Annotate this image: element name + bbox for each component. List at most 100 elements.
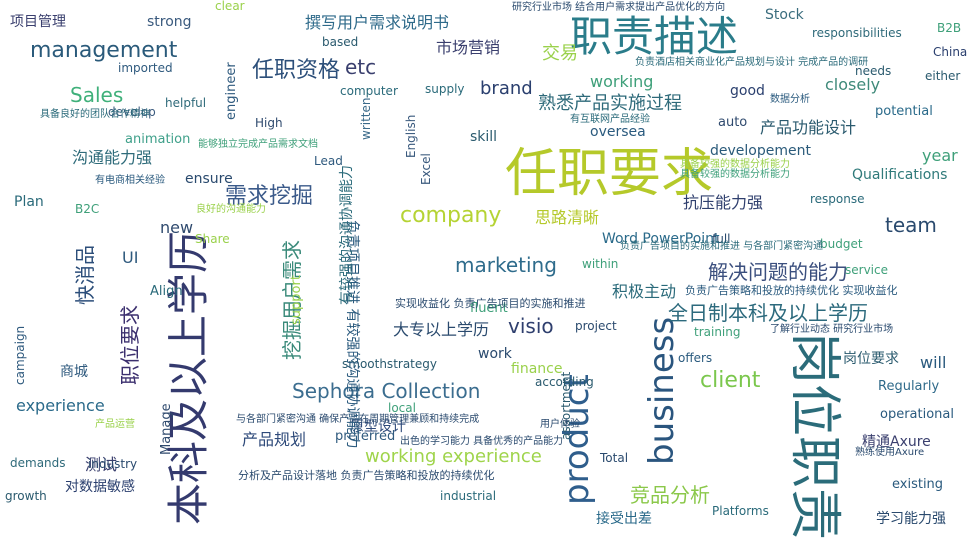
word-cloud-term: response — [810, 192, 865, 206]
word-cloud-term: good — [730, 83, 765, 99]
word-cloud-term: strong — [147, 14, 192, 30]
word-cloud-term: project — [575, 319, 617, 333]
word-cloud-term: auto — [718, 115, 748, 130]
word-cloud-term: 积极主动 — [612, 282, 677, 301]
word-cloud-phrase: 分析及产品设计落地 负责广告策略和投放的持续优化 — [238, 469, 495, 482]
word-cloud-term: 产品功能设计 — [760, 118, 857, 137]
word-cloud-term: business — [642, 316, 682, 465]
word-cloud-term: industry — [88, 457, 138, 471]
word-cloud-term: brand — [480, 78, 533, 99]
word-cloud-phrase: 有互联网产品经验 — [570, 114, 650, 125]
word-cloud-term: growth — [5, 489, 47, 503]
word-cloud-term: either — [925, 69, 961, 83]
word-cloud-term: ensure — [185, 171, 233, 187]
word-cloud-term: campaign — [13, 325, 27, 385]
word-cloud-term: imported — [118, 61, 173, 75]
word-cloud-term: 商城 — [60, 364, 88, 380]
word-cloud-term: 原型设计 — [350, 419, 406, 435]
word-cloud-term: 熟悉产品实施过程 — [538, 93, 682, 114]
word-cloud-phrase: 用户体验 — [540, 419, 580, 430]
word-cloud-term: will — [920, 353, 947, 372]
word-cloud-phrase: 能够独立完成产品需求文档 — [198, 139, 318, 150]
word-cloud-term: Lead — [314, 154, 343, 168]
word-cloud-term: 精通Axure — [862, 434, 931, 450]
word-cloud-term: 项目管理 — [10, 14, 66, 30]
word-cloud-term: management — [30, 38, 178, 63]
word-cloud-phrase: 良好的沟通能力 — [196, 204, 266, 215]
word-cloud-term: 接受出差 — [596, 511, 652, 527]
word-cloud-phrase: 了解行业动态 研究行业市场 — [770, 324, 894, 335]
word-cloud-term: operational — [880, 407, 954, 422]
word-cloud-phrase: 出色的学习能力 具备优秀的产品能力 — [400, 436, 564, 447]
word-cloud-phrase: 具备较强的数据分析能力 — [680, 169, 790, 180]
word-cloud-term: industrial — [440, 489, 497, 503]
word-cloud-term: 撰写用户需求说明书 — [305, 13, 450, 32]
word-cloud-term: supply — [425, 82, 465, 96]
word-cloud-term: team — [885, 213, 937, 237]
word-cloud-term: 交易 — [542, 43, 578, 64]
word-cloud-term: computer — [340, 84, 398, 98]
word-cloud-term: based — [322, 35, 359, 49]
word-cloud-term: Plan — [14, 194, 44, 210]
word-cloud-term: oversea — [590, 124, 646, 140]
word-cloud-term: B2B — [937, 21, 962, 35]
word-cloud-term: English — [404, 114, 418, 158]
word-cloud-phrase: 实现收益化 负责广告项目的实施和推进 — [395, 297, 586, 310]
word-cloud-term: working — [590, 72, 654, 91]
word-cloud-term: potential — [875, 104, 933, 119]
word-cloud-term: marketing — [455, 253, 557, 277]
word-cloud-term: local — [388, 401, 416, 415]
word-cloud-term: responsibilities — [812, 26, 902, 40]
word-cloud-term: offers — [678, 351, 713, 365]
word-cloud-term: 产品规划 — [242, 430, 307, 449]
word-cloud-term: 竞品分析 — [630, 483, 710, 507]
word-cloud-phrase: 负责酒店相关商业化产品规划与设计 完成产品的调研 — [635, 57, 869, 68]
word-cloud-phrase: 具备较强的数据分析能力 — [680, 159, 790, 170]
word-cloud-phrase: 有较强的沟通协调能力 — [339, 165, 355, 305]
word-cloud-term: fluent — [470, 301, 508, 316]
word-cloud-term: clear — [215, 0, 245, 13]
word-cloud-term: Share — [195, 232, 230, 246]
word-cloud-term: Align — [150, 284, 183, 299]
word-cloud-term: full — [712, 232, 731, 246]
word-cloud-term: Excel — [419, 153, 433, 185]
word-cloud-term: written — [359, 97, 373, 140]
word-cloud-term: 市场营销 — [436, 38, 501, 57]
word-cloud-term: support — [289, 275, 304, 325]
word-cloud-term: 大专以上学历 — [393, 320, 490, 339]
word-cloud-term: year — [922, 146, 958, 165]
word-cloud-term: engineer — [224, 62, 239, 120]
word-cloud-term: 思路清晰 — [535, 208, 600, 227]
word-cloud-phrase: 研究行业市场 结合用户需求提出产品优化的方向 — [512, 2, 726, 13]
word-cloud-term: Manage — [159, 403, 174, 455]
word-cloud-term: 对数据敏感 — [65, 479, 135, 495]
word-cloud-phrase: 负责广告项目的实施和推进 与各部门紧密沟通 — [620, 241, 824, 252]
word-cloud-term: 岗位要求 — [843, 351, 899, 367]
word-cloud-term: Sales — [70, 83, 124, 107]
word-cloud-term: B2C — [75, 202, 100, 216]
word-cloud-term: 学习能力强 — [876, 511, 946, 527]
word-cloud-term: 测试 — [85, 455, 118, 474]
word-cloud-term: work — [478, 346, 512, 362]
word-cloud-term: existing — [892, 477, 944, 492]
word-cloud-term: Word PowerPoint — [602, 231, 720, 247]
word-cloud-phrase: 数据分析 — [770, 94, 810, 105]
word-cloud-phrase: 与各部门紧密沟通 确保产品在周期管理兼顾和持续完成 — [236, 414, 480, 425]
word-cloud-term: working experience — [365, 446, 542, 467]
word-cloud-term: 抗压能力强 — [683, 193, 764, 212]
word-cloud-term: 职责描述 — [570, 12, 739, 61]
word-cloud-term: client — [700, 368, 761, 393]
word-cloud-term: 需求挖掘 — [225, 184, 314, 209]
word-cloud-term: Regularly — [878, 379, 940, 394]
word-cloud-term: 岗位职责 — [784, 332, 844, 540]
word-cloud-term: Qualifications — [852, 167, 948, 183]
word-cloud-term: Sephora Collection — [292, 379, 481, 403]
word-cloud-term: closely — [825, 75, 881, 94]
word-cloud-term: 解决问题的能力 — [708, 260, 848, 284]
word-cloud-term: visio — [508, 314, 554, 338]
word-cloud-term: demands — [10, 456, 66, 470]
word-cloud-term: UI — [122, 248, 139, 267]
word-cloud-term: China — [933, 45, 968, 59]
word-cloud-term: Stock — [765, 7, 804, 23]
